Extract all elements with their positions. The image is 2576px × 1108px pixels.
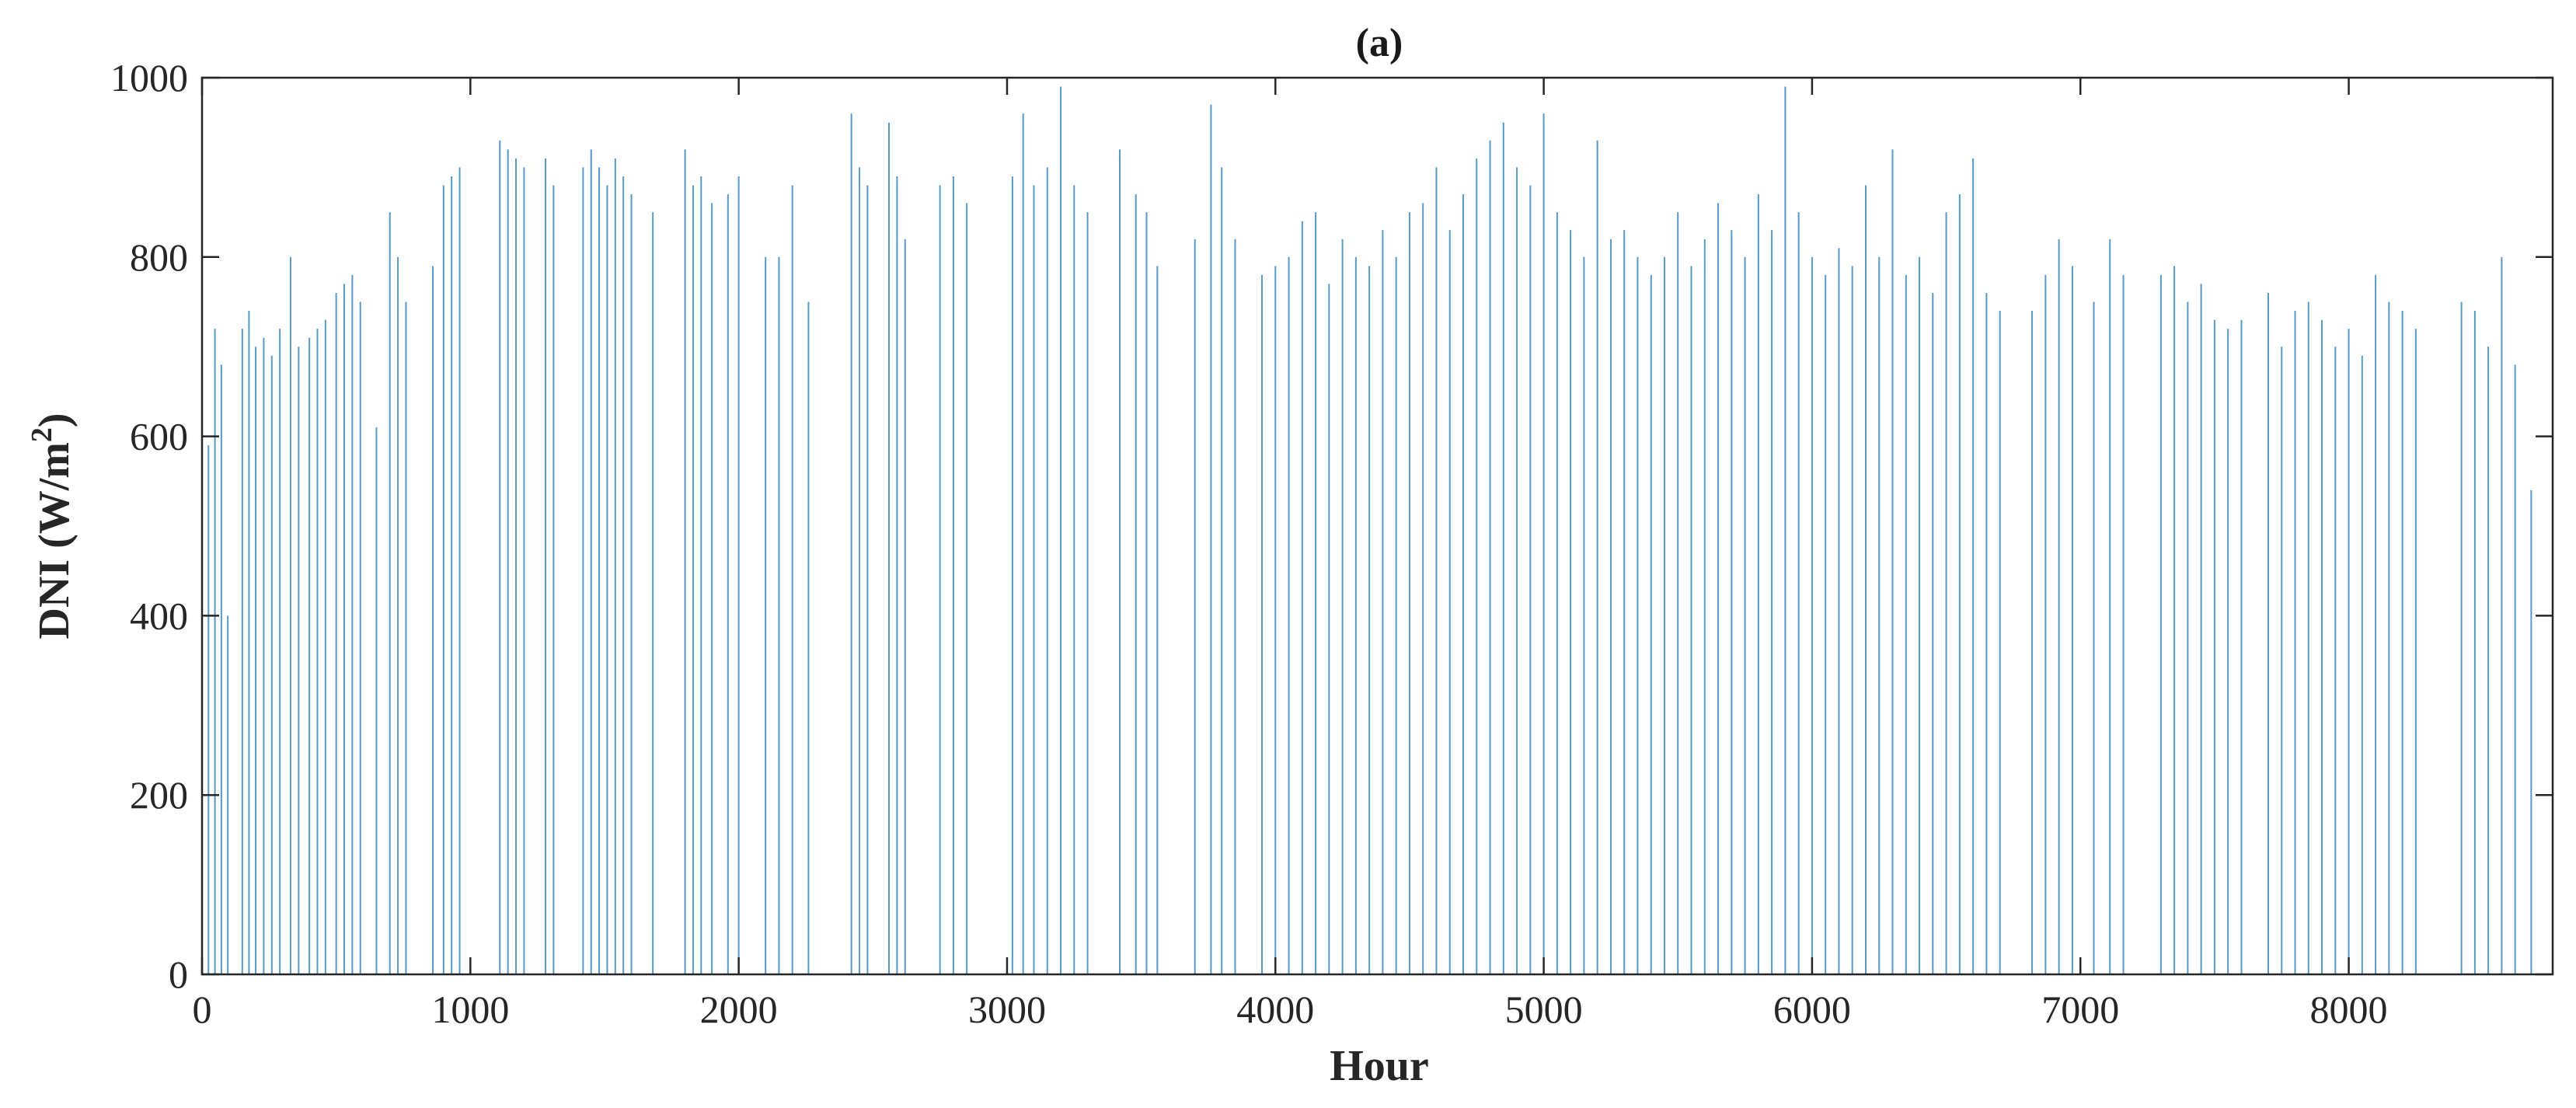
y-tick-label: 600 — [130, 415, 188, 458]
bar-series — [207, 86, 2532, 974]
y-axis-label-superscript: 2 — [26, 427, 58, 442]
x-tick-label: 8000 — [2310, 988, 2388, 1031]
x-tick-label: 6000 — [1773, 988, 1851, 1031]
y-tick-label: 1000 — [110, 56, 188, 99]
y-axis-label-close: ) — [30, 413, 78, 427]
y-tick-label: 800 — [130, 235, 188, 279]
x-tick-label: 7000 — [2041, 988, 2119, 1031]
y-tick-label: 0 — [169, 953, 188, 996]
x-axis-ticks: 0 1000 2000 3000 4000 5000 6000 7000 8000 — [193, 78, 2388, 1031]
x-tick-label: 0 — [193, 988, 212, 1031]
x-tick-label: 1000 — [431, 988, 509, 1031]
y-axis-ticks: 0 200 400 600 800 1000 — [110, 56, 2553, 996]
chart-title: (a) — [1356, 21, 1403, 65]
y-tick-label: 200 — [130, 773, 188, 817]
y-axis-label-main: DNI (W/m — [30, 442, 78, 639]
y-tick-label: 400 — [130, 594, 188, 637]
plot-frame — [200, 76, 2554, 976]
y-axis-label: DNI (W/m2) — [26, 413, 78, 639]
x-tick-label: 2000 — [700, 988, 778, 1031]
x-tick-label: 4000 — [1236, 988, 1314, 1031]
x-tick-label: 5000 — [1505, 988, 1583, 1031]
x-axis-label: Hour — [1330, 1042, 1429, 1090]
x-tick-label: 3000 — [968, 988, 1046, 1031]
